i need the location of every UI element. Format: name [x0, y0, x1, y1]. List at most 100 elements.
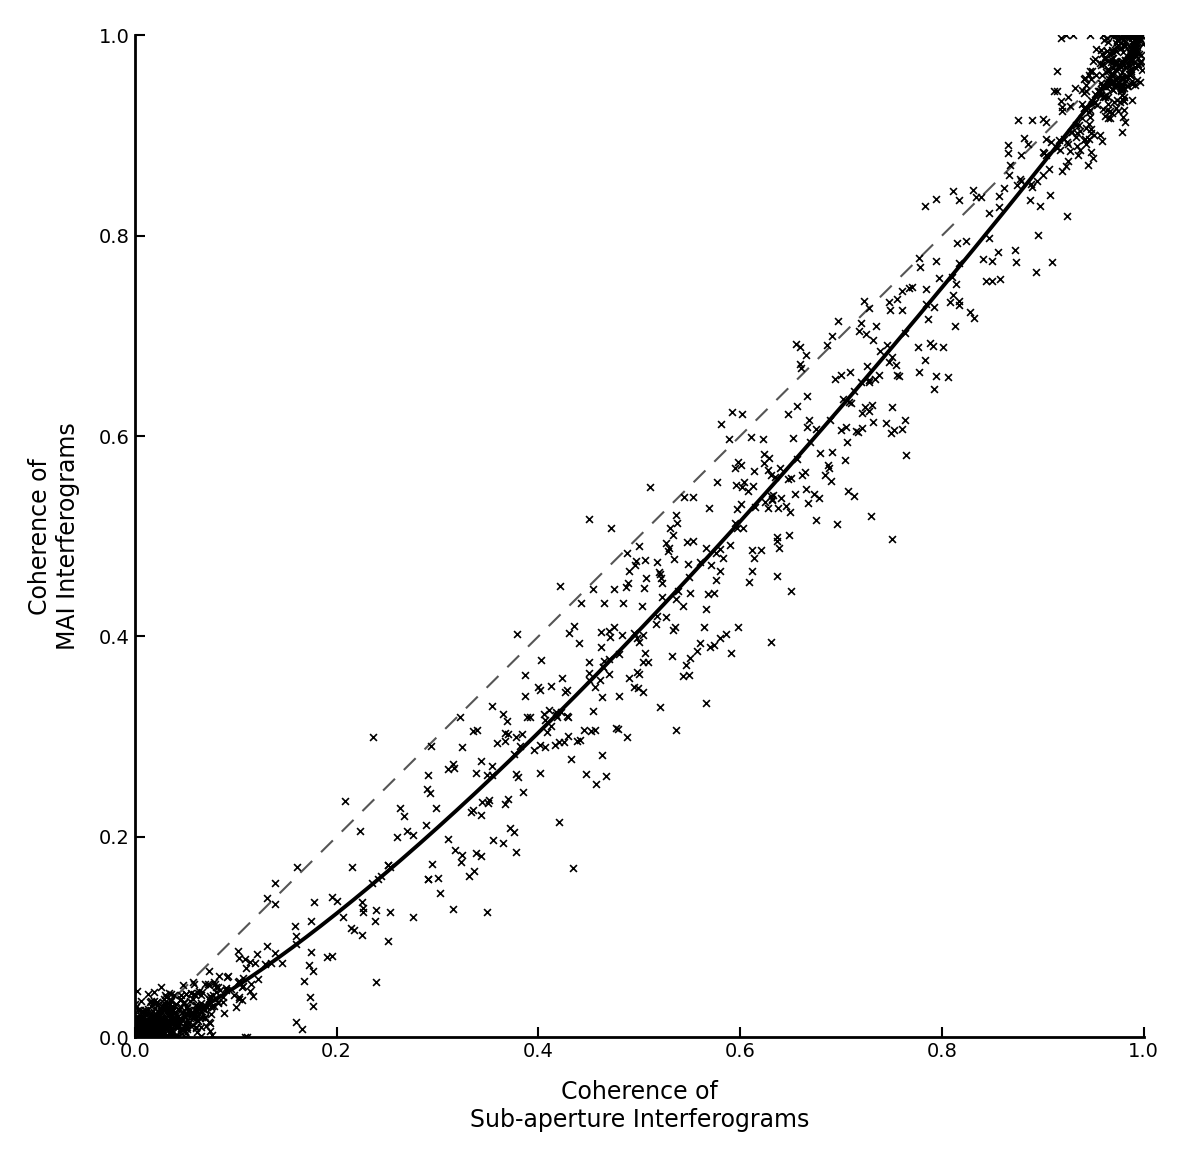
- Point: [1091, 86, 1110, 104]
- Point: [630, 537, 649, 556]
- Point: [128, 983, 147, 1001]
- Point: [617, 728, 636, 747]
- Point: [233, 977, 252, 995]
- Point: [285, 916, 304, 935]
- Point: [862, 396, 881, 414]
- Point: [170, 1013, 189, 1031]
- Point: [150, 1006, 169, 1024]
- Point: [184, 1007, 203, 1025]
- Point: [157, 1013, 176, 1031]
- Point: [126, 1028, 145, 1046]
- Point: [488, 734, 507, 753]
- Point: [127, 1028, 146, 1046]
- Point: [541, 676, 560, 695]
- Point: [1083, 61, 1102, 80]
- Point: [1113, 108, 1132, 126]
- Point: [483, 697, 502, 716]
- Point: [137, 1010, 155, 1029]
- Point: [909, 249, 928, 268]
- Point: [129, 1008, 148, 1027]
- Point: [145, 983, 164, 1001]
- Point: [805, 485, 824, 503]
- Point: [1098, 109, 1117, 128]
- Point: [1124, 26, 1143, 44]
- Point: [482, 766, 501, 784]
- Point: [1107, 34, 1126, 52]
- Point: [535, 710, 554, 728]
- Point: [857, 357, 876, 376]
- Point: [418, 780, 437, 798]
- Point: [1125, 75, 1144, 94]
- Point: [431, 884, 450, 902]
- Point: [161, 991, 180, 1009]
- Point: [602, 519, 621, 537]
- Point: [1112, 53, 1131, 72]
- Point: [145, 1020, 164, 1038]
- Point: [126, 1028, 145, 1046]
- Point: [1061, 123, 1080, 142]
- Point: [141, 1028, 160, 1046]
- Point: [186, 995, 205, 1014]
- Point: [1097, 86, 1116, 104]
- Point: [169, 1028, 188, 1046]
- Point: [506, 764, 525, 783]
- Point: [1112, 81, 1131, 100]
- Point: [1092, 77, 1111, 95]
- Point: [144, 1020, 163, 1038]
- Point: [134, 1028, 153, 1046]
- Point: [134, 1013, 153, 1031]
- Point: [707, 472, 726, 491]
- Point: [148, 1010, 167, 1029]
- Point: [445, 759, 464, 777]
- Point: [163, 1001, 182, 1020]
- Point: [155, 1018, 174, 1037]
- Point: [304, 998, 323, 1016]
- Point: [575, 720, 594, 739]
- Point: [702, 556, 721, 574]
- Point: [146, 999, 165, 1017]
- Point: [795, 463, 814, 481]
- Point: [148, 1028, 167, 1046]
- Point: [1091, 73, 1110, 92]
- Point: [241, 974, 260, 993]
- Point: [127, 1028, 146, 1046]
- Point: [129, 1028, 148, 1046]
- Point: [214, 988, 233, 1007]
- Point: [815, 465, 834, 484]
- Point: [1081, 90, 1100, 109]
- Point: [150, 1022, 169, 1041]
- Point: [990, 198, 1009, 217]
- Point: [127, 1023, 146, 1042]
- Point: [137, 1015, 155, 1034]
- Point: [152, 1028, 171, 1046]
- Point: [131, 1013, 150, 1031]
- Point: [135, 1020, 154, 1038]
- Point: [927, 252, 946, 270]
- Point: [342, 858, 361, 877]
- Point: [597, 767, 616, 785]
- Point: [438, 760, 457, 778]
- Point: [823, 327, 842, 346]
- Point: [653, 574, 672, 593]
- Point: [336, 792, 355, 811]
- Point: [691, 633, 710, 652]
- Point: [157, 996, 176, 1015]
- Point: [132, 1028, 151, 1046]
- Point: [1125, 36, 1144, 55]
- Point: [199, 989, 218, 1008]
- Point: [673, 596, 692, 615]
- Point: [207, 983, 226, 1001]
- Point: [796, 346, 815, 364]
- Point: [170, 1010, 189, 1029]
- Point: [807, 510, 826, 529]
- Point: [444, 900, 463, 919]
- Point: [164, 1028, 183, 1046]
- Point: [1105, 93, 1124, 111]
- Point: [648, 552, 667, 571]
- Point: [205, 988, 224, 1007]
- Point: [1102, 103, 1121, 122]
- Point: [166, 1002, 185, 1021]
- Point: [1067, 115, 1086, 133]
- Point: [599, 622, 618, 640]
- Point: [135, 1025, 154, 1044]
